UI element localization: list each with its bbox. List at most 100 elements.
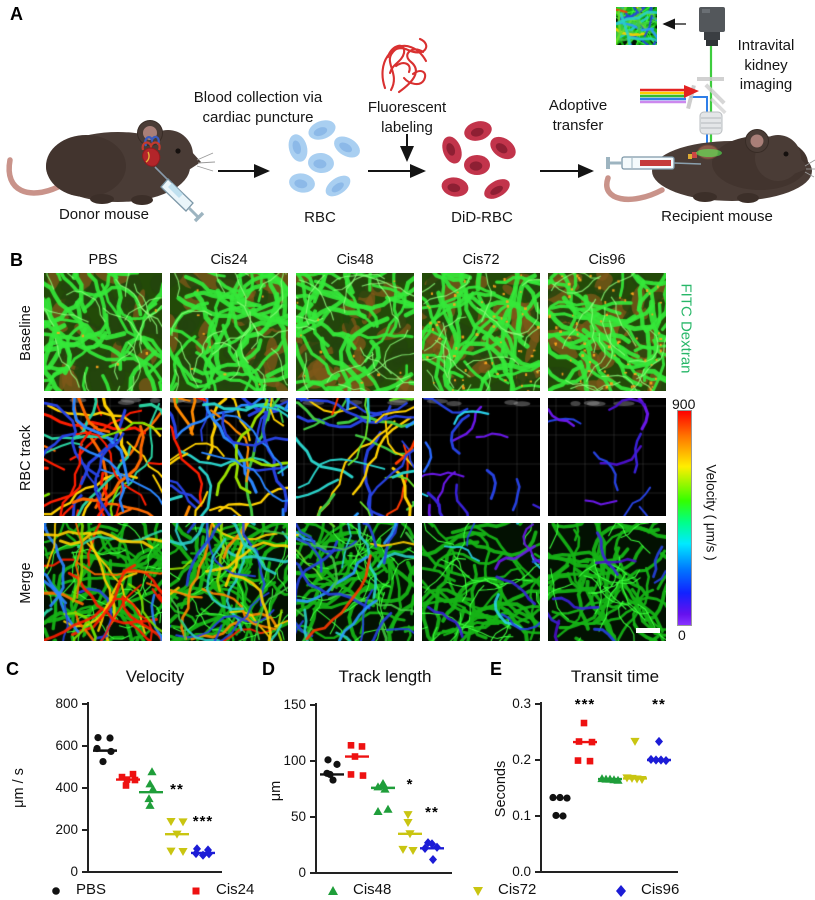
data-point-square: [586, 757, 594, 765]
data-point-square: [580, 719, 588, 727]
data-point-circle: [93, 744, 101, 753]
fitc-dextran-label: FITC Dextran: [677, 283, 695, 374]
panel-b-image-merge-cis24: [170, 523, 288, 641]
panel-b-image-merge-cis72: [422, 523, 540, 641]
y-tick-label: 0.3: [512, 696, 531, 711]
y-tick-label: 100: [283, 753, 306, 768]
data-point-diamond: [199, 850, 207, 860]
scatter-charts: [82, 702, 678, 874]
panel-b-image-baseline-cis48: [296, 273, 414, 391]
data-point-triangle-down: [166, 818, 176, 826]
data-point-square: [122, 782, 130, 789]
y-tick-label: 400: [55, 780, 78, 795]
panel-d-letter: D: [262, 659, 275, 679]
significance-cis96: ***: [192, 812, 214, 830]
y-tick-label: 0.0: [512, 864, 531, 879]
data-point-triangle-up: [148, 784, 158, 793]
legend-label-pbs: PBS: [76, 881, 107, 898]
intravital-inset-image: [616, 7, 657, 45]
data-point-square: [575, 738, 583, 745]
row-label-baseline: Baseline: [18, 305, 34, 361]
data-point-triangle-down: [178, 848, 188, 857]
panel-b-image-baseline-cis24: [170, 273, 288, 391]
legend-item-cis48: Cis48: [326, 881, 391, 898]
data-point-square: [129, 770, 137, 778]
data-point-triangle-down: [166, 847, 176, 856]
data-point-square: [358, 743, 366, 750]
heart-icon: [141, 135, 161, 167]
legend-item-cis96: Cis96: [614, 881, 679, 898]
data-point-circle: [563, 794, 571, 802]
column-header-cis24: Cis24: [210, 252, 248, 268]
data-point-triangle-up: [383, 804, 393, 813]
panel-b-image-merge-pbs: [44, 523, 162, 641]
panel-b-image-merge-cis96: [548, 523, 666, 641]
row-label-merge: Merge: [18, 562, 34, 604]
y-tick-label: 600: [55, 738, 78, 753]
column-header-cis48: Cis48: [336, 252, 374, 268]
column-header-cis72: Cis72: [462, 252, 500, 268]
did-rbc-cells-illustration: [441, 121, 516, 199]
panel-b-image-baseline-cis72: [422, 273, 540, 391]
y-tick-label: 150: [283, 697, 306, 712]
data-point-square: [351, 753, 359, 760]
data-point-circle: [326, 770, 334, 779]
panel-b-image-rbc-track-cis96: [548, 398, 666, 516]
y-tick-label: 800: [55, 696, 78, 711]
panel-a-schematic: [6, 7, 815, 223]
velocity-colorbar: [677, 410, 692, 626]
panel-b-image-baseline-cis96: [548, 273, 666, 391]
data-point-circle: [106, 734, 114, 742]
y-tick-label: 0: [298, 865, 306, 880]
data-point-circle: [556, 793, 564, 802]
panel-b-image-rbc-track-cis48: [296, 398, 414, 516]
row-label-rbc-track: RBC track: [18, 424, 34, 492]
data-point-circle: [329, 776, 337, 784]
significance-cis96: **: [425, 803, 439, 821]
panel-e-letter: E: [490, 659, 503, 679]
column-header-cis96: Cis96: [588, 252, 626, 268]
column-header-pbs: PBS: [88, 252, 118, 268]
data-point-diamond: [655, 736, 663, 747]
data-point-triangle-up: [373, 807, 383, 815]
did-rbc-label: DiD-RBC: [451, 209, 513, 226]
data-point-triangle-down: [172, 830, 182, 839]
step-adoptive-transfer-label: Adoptive transfer: [548, 97, 608, 134]
donor-mouse-illustration: [6, 120, 216, 223]
chart-track-length-title: Track length: [338, 667, 432, 686]
data-point-diamond: [433, 842, 441, 852]
y-tick-label: 0: [70, 864, 78, 879]
panel-b-image-rbc-track-cis24: [170, 398, 288, 516]
data-point-diamond: [662, 755, 670, 766]
fluorophore-illustration: [381, 37, 428, 94]
data-point-circle: [333, 760, 341, 768]
data-point-square: [131, 776, 139, 784]
panel-b-image-merge-cis48: [296, 523, 414, 641]
data-point-triangle-down: [403, 811, 413, 820]
data-point-square: [574, 757, 582, 764]
recipient-syringe: [606, 156, 702, 170]
y-tick-label: 0.2: [512, 752, 531, 767]
rbc-label: RBC: [304, 209, 336, 226]
microscope-illustration: [640, 7, 727, 152]
legend-label-cis96: Cis96: [641, 881, 680, 898]
legend-label-cis72: Cis72: [498, 881, 537, 898]
donor-syringe: [154, 166, 205, 223]
data-point-circle: [94, 734, 102, 742]
data-point-triangle-up: [380, 784, 390, 793]
data-point-diamond: [657, 755, 665, 765]
data-point-triangle-down: [403, 819, 413, 827]
y-tick-label: 200: [55, 822, 78, 837]
intravital-imaging-label: Intravital kidney imaging: [737, 37, 795, 93]
step-blood-collection-label: Blood collection via cardiac puncture: [193, 89, 323, 126]
data-point-triangle-up: [147, 767, 157, 776]
data-point-circle: [324, 756, 332, 764]
data-point-triangle-down: [408, 847, 418, 855]
data-point-triangle-up: [145, 779, 155, 788]
data-point-circle: [549, 793, 557, 802]
data-point-triangle-down: [405, 830, 415, 839]
data-point-square: [123, 776, 131, 783]
data-point-triangle-up: [144, 794, 154, 803]
significance-cis72: *: [406, 775, 414, 793]
data-point-square: [347, 742, 355, 749]
